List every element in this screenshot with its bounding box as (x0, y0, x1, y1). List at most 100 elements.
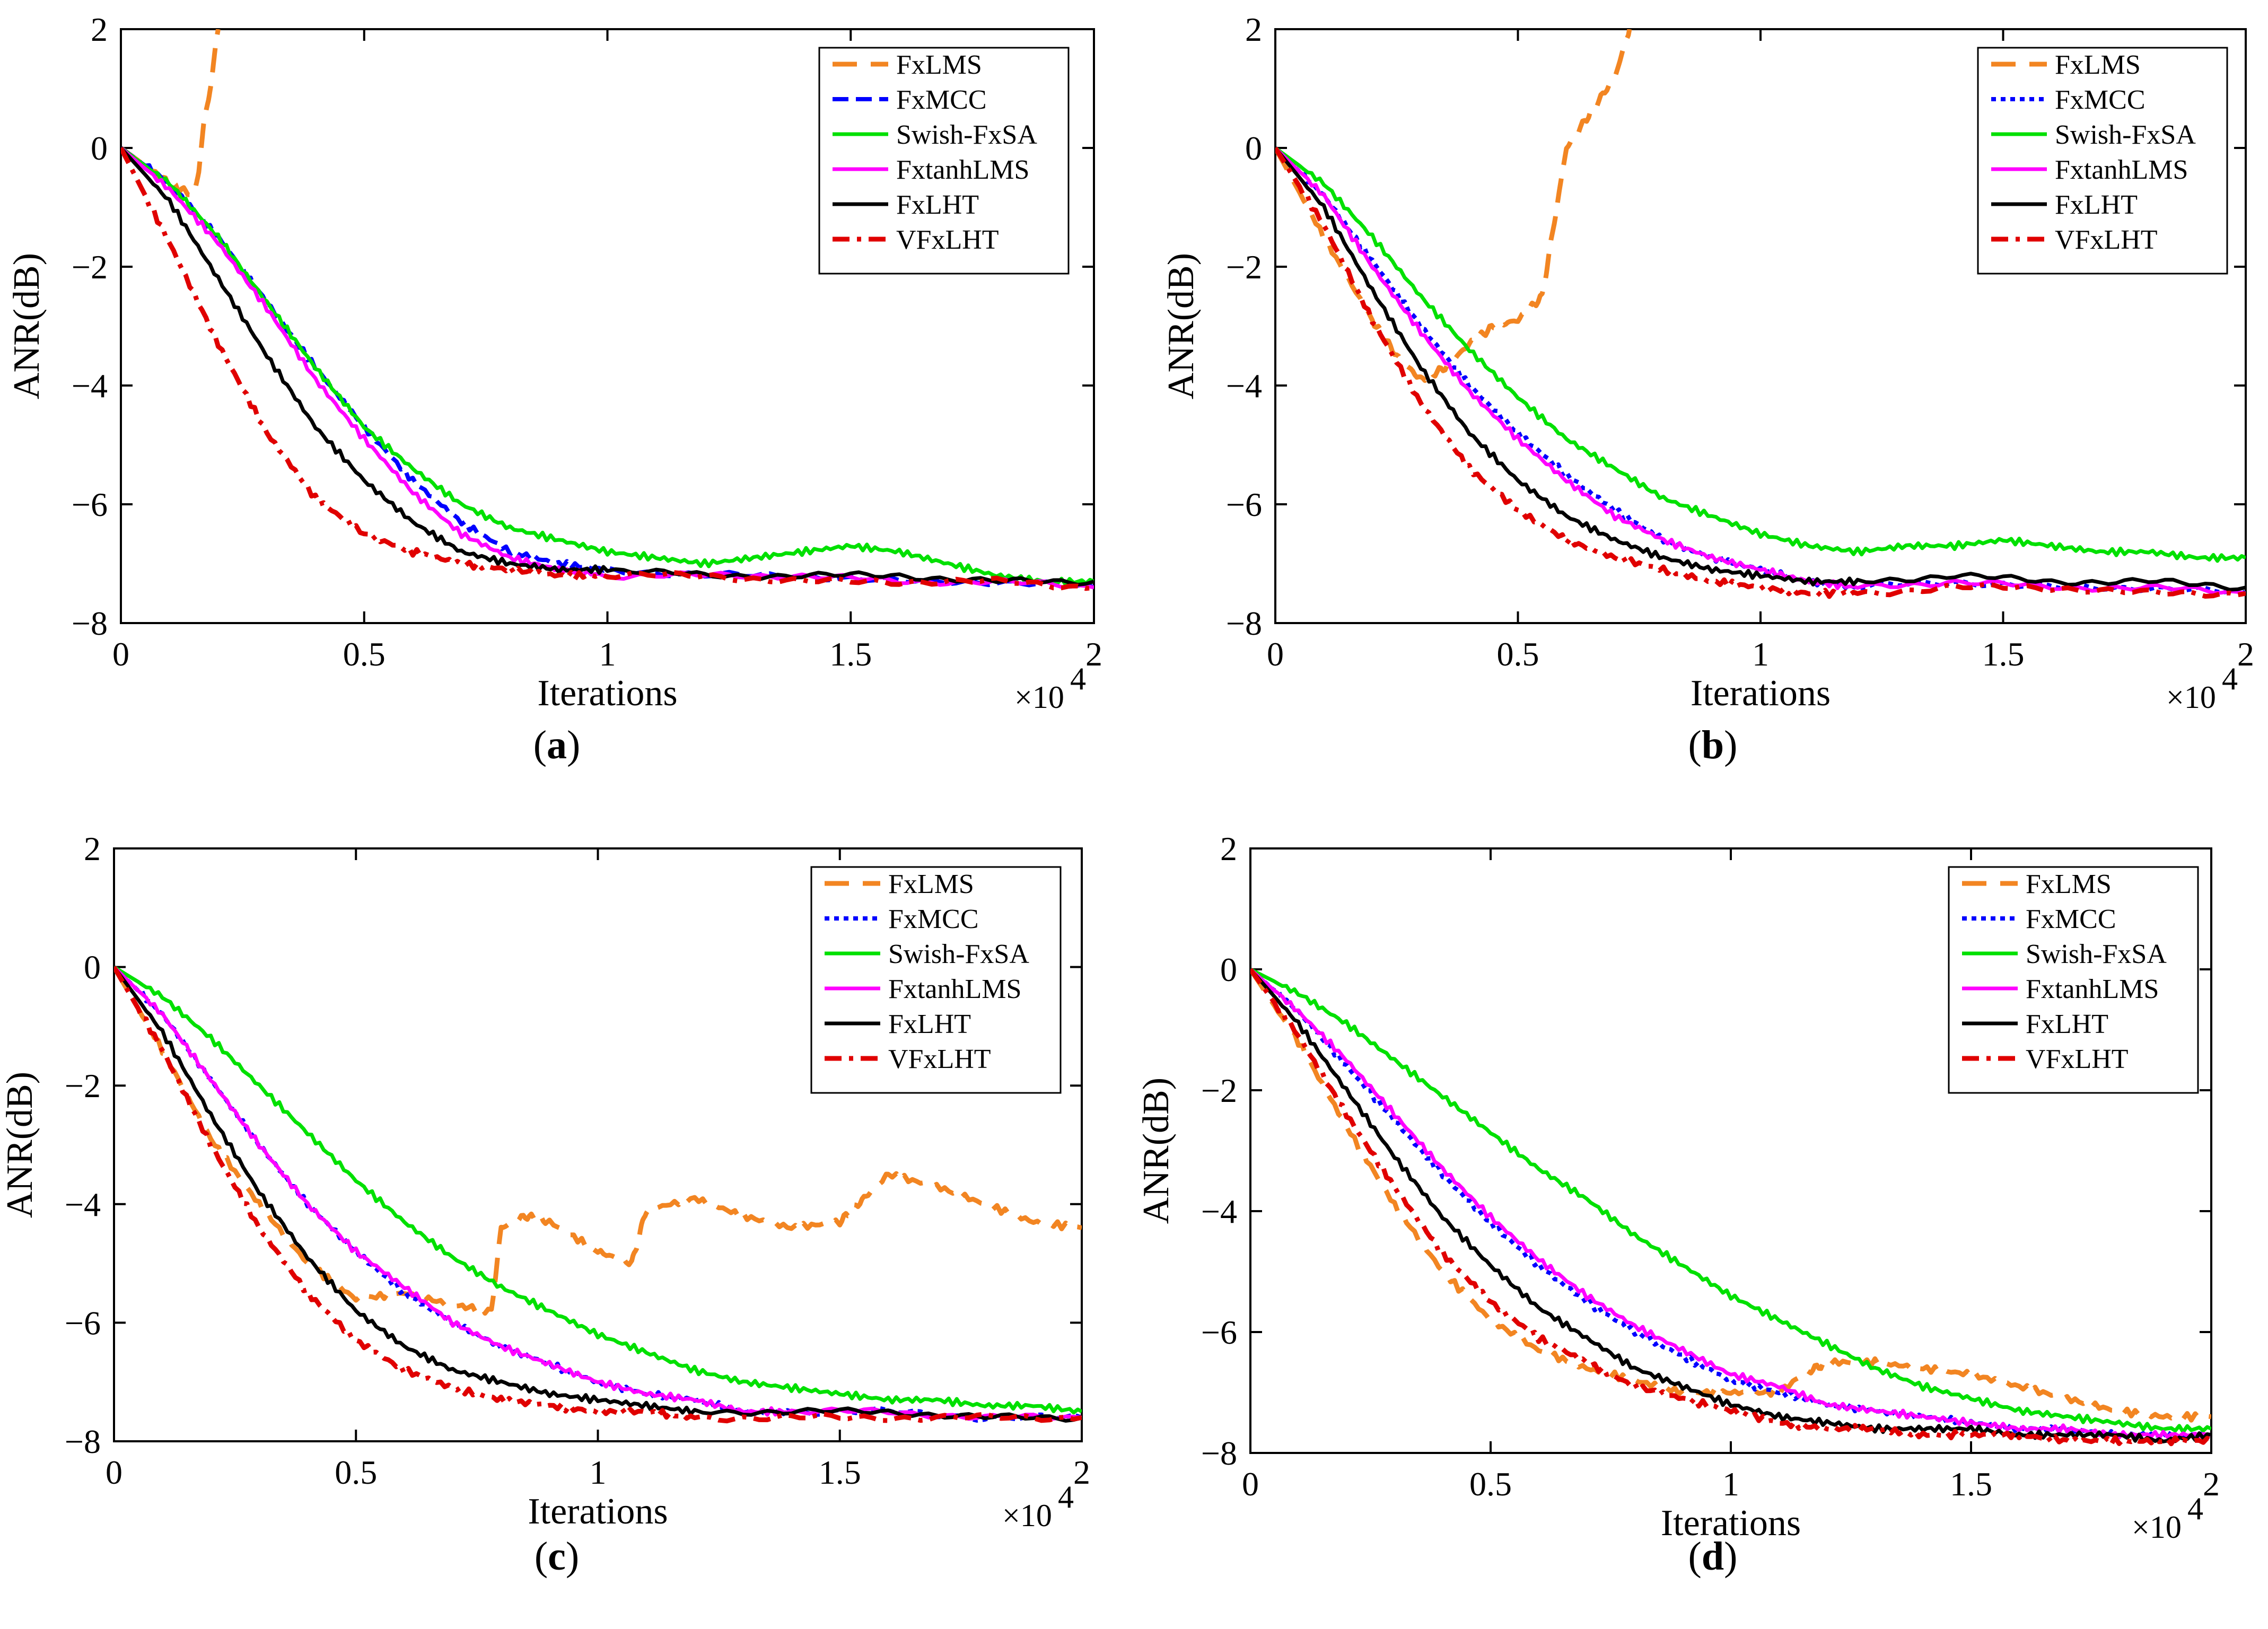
y-tick-label: −6 (1226, 486, 1262, 523)
legend-label-fxmcc: FxMCC (2026, 904, 2116, 934)
x-tick-label: 1 (599, 635, 616, 673)
y-axis-title: ANR(dB) (1136, 1078, 1177, 1224)
x-axis-multiplier: ×10 (1014, 680, 1064, 715)
legend-label-swish-fxsa: Swish-FxSA (2055, 120, 2196, 150)
y-tick-label: 0 (84, 949, 101, 986)
legend-label-fxlms: FxLMS (896, 50, 982, 80)
y-tick-label: −4 (72, 367, 108, 405)
legend-label-vfxlht: VFxLHT (888, 1044, 991, 1074)
legend-label-fxlht: FxLHT (888, 1009, 971, 1039)
legend-label-fxtanhlms: FxtanhLMS (2026, 974, 2159, 1004)
legend-box (1977, 47, 2228, 275)
chart-panel-b: 0 0.5 1 1.5 2 2 0 −2 −4 −6 −8 Iterations ANR(dB) ×104… (1161, 11, 2254, 767)
y-tick-label: −4 (65, 1186, 101, 1223)
caption-letter: d (1702, 1534, 1724, 1579)
series-line-fxlms (114, 966, 1082, 1316)
series-line-fxlms (121, 29, 221, 197)
x-axis-multiplier: ×10 (1002, 1498, 1052, 1533)
legend: FxLMS FxMCC Swish-FxSA FxtanhLMS FxLHT VFxLHT (1948, 866, 2199, 1094)
y-tick-label: −4 (1201, 1193, 1237, 1230)
legend: FxLMS FxMCC Swish-FxSA FxtanhLMS FxLHT VFxLHT (1977, 47, 2228, 275)
legend-label-fxmcc: FxMCC (2055, 85, 2146, 115)
x-axis-title: Iterations (528, 1491, 668, 1532)
series-line-fxlms (1275, 29, 1632, 383)
x-tick-label: 0 (1242, 1465, 1259, 1503)
y-tick-label: −8 (1226, 605, 1262, 642)
series-line-fxlht (1250, 968, 2211, 1443)
caption-close: ) (1724, 1534, 1737, 1579)
x-tick-label: 1 (1722, 1465, 1739, 1503)
series-line-swish-fxsa (114, 965, 1082, 1415)
caption-letter: c (548, 1534, 566, 1579)
caption-open: ( (535, 1534, 548, 1579)
series-group (114, 965, 1082, 1424)
series-line-fxmcc (1275, 146, 2246, 595)
y-tick-label: 2 (84, 830, 101, 868)
x-axis-multiplier-exponent: 4 (2187, 1491, 2203, 1526)
caption-letter: a (547, 723, 567, 767)
panel-caption: (c) (535, 1534, 579, 1579)
y-tick-label: −2 (65, 1067, 101, 1105)
series-line-swish-fxsa (121, 146, 1094, 587)
x-tick-label: 0.5 (1497, 635, 1539, 673)
y-tick-label: 0 (1245, 129, 1262, 167)
legend-label-fxlms: FxLMS (2026, 869, 2112, 899)
y-tick-label: −6 (65, 1304, 101, 1342)
legend: FxLMS FxMCC Swish-FxSA FxtanhLMS FxLHT VFxLHT (818, 47, 1070, 275)
y-tick-label: −2 (72, 248, 108, 286)
y-tick-label: 2 (1220, 830, 1237, 868)
legend-label-fxlht: FxLHT (896, 190, 979, 220)
y-tick-label: −6 (72, 486, 108, 523)
x-axis-multiplier: ×10 (2166, 680, 2216, 715)
x-axis-multiplier-exponent: 4 (2222, 661, 2238, 696)
y-axis-title: ANR(dB) (1161, 253, 1202, 399)
legend-box (818, 47, 1070, 275)
y-axis-title: ANR(dB) (0, 1072, 40, 1218)
series-line-swish-fxsa (1275, 146, 2246, 563)
series-line-fxtanhlms (1250, 968, 2211, 1440)
x-tick-label: 1 (1752, 635, 1769, 673)
y-tick-label: −4 (1226, 367, 1262, 405)
x-tick-label: 0 (106, 1453, 122, 1491)
legend-label-fxtanhlms: FxtanhLMS (2055, 155, 2188, 185)
series-line-vfxlht (1250, 968, 2211, 1447)
x-tick-label: 1.5 (829, 635, 872, 673)
x-axis-multiplier-exponent: 4 (1058, 1479, 1074, 1514)
y-tick-label: −6 (1201, 1313, 1237, 1351)
caption-open: ( (1688, 1534, 1702, 1579)
series-line-fxlht (114, 966, 1082, 1423)
legend-label-swish-fxsa: Swish-FxSA (2026, 939, 2167, 969)
y-tick-label: −2 (1226, 248, 1262, 286)
legend-label-fxlht: FxLHT (2055, 190, 2138, 220)
x-tick-label: 2 (1085, 635, 1102, 673)
chart-panel-a: 0 0.5 1 1.5 2 2 0 −2 −4 −6 −8 Iterations ANR(dB) ×104… (6, 11, 1102, 767)
x-axis-multiplier: ×10 (2132, 1510, 2182, 1545)
panel-caption: (d) (1688, 1534, 1738, 1579)
caption-close: ) (1724, 723, 1737, 767)
x-tick-label: 1.5 (819, 1453, 861, 1491)
caption-close: ) (567, 723, 580, 767)
x-axis-multiplier-exponent: 4 (1070, 661, 1086, 696)
series-line-fxlht (1275, 146, 2246, 592)
legend-label-fxtanhlms: FxtanhLMS (896, 155, 1029, 185)
x-tick-label: 0.5 (1469, 1465, 1512, 1503)
caption-letter: b (1702, 723, 1724, 767)
y-tick-label: −8 (72, 605, 108, 642)
x-tick-label: 2 (2237, 635, 2254, 673)
series-group (1250, 967, 2211, 1447)
x-tick-label: 1.5 (1982, 635, 2025, 673)
series-group (1275, 29, 2246, 599)
legend: FxLMS FxMCC Swish-FxSA FxtanhLMS FxLHT VFxLHT (810, 866, 1062, 1094)
series-group (121, 29, 1094, 591)
legend-label-fxmcc: FxMCC (896, 85, 987, 115)
y-tick-label: −8 (1201, 1434, 1237, 1472)
y-tick-label: 0 (91, 129, 108, 167)
legend-label-swish-fxsa: Swish-FxSA (888, 939, 1029, 969)
series-line-vfxlht (121, 146, 1094, 591)
series-line-fxtanhlms (1275, 146, 2246, 595)
y-tick-label: 2 (1245, 11, 1262, 48)
x-tick-label: 1.5 (1950, 1465, 1992, 1503)
x-axis-title: Iterations (1691, 673, 1831, 714)
legend-label-vfxlht: VFxLHT (896, 225, 999, 255)
